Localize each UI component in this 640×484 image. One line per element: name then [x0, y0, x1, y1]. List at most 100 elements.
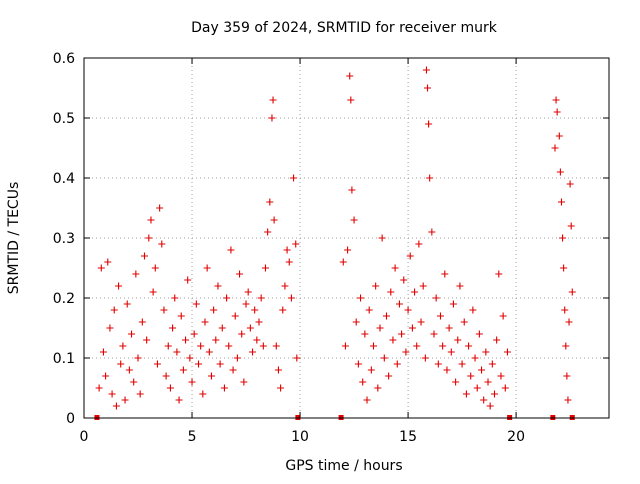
data-point [274, 366, 282, 374]
data-point [551, 144, 559, 152]
data-point [567, 222, 575, 230]
data-point [218, 324, 226, 332]
x-tick-label: 10 [291, 429, 309, 445]
data-point [488, 360, 496, 368]
data-point [175, 396, 183, 404]
chart-title: Day 359 of 2024, SRMTID for receiver mur… [191, 20, 498, 36]
data-point [378, 234, 386, 242]
data-point [160, 306, 168, 314]
data-point [287, 294, 295, 302]
data-point [408, 324, 416, 332]
data-point [153, 360, 161, 368]
data-point [425, 120, 433, 128]
data-point [212, 336, 220, 344]
data-point [478, 366, 486, 374]
data-point [268, 114, 276, 122]
data-point [177, 312, 185, 320]
data-point [238, 330, 246, 338]
data-point [214, 282, 222, 290]
data-point [402, 348, 410, 356]
data-point [374, 384, 382, 392]
data-point [484, 378, 492, 386]
data-point [398, 330, 406, 338]
data-point [277, 384, 285, 392]
data-point [203, 264, 211, 272]
data-point [426, 174, 434, 182]
data-point [564, 396, 572, 404]
x-tick-label: 5 [188, 429, 197, 445]
x-tick-label: 20 [507, 429, 525, 445]
data-point [432, 294, 440, 302]
data-point [391, 264, 399, 272]
data-point [475, 330, 483, 338]
data-point [480, 396, 488, 404]
data-point [344, 246, 352, 254]
data-point [246, 324, 254, 332]
data-point [108, 390, 116, 398]
data-point [117, 360, 125, 368]
data-point [115, 282, 123, 290]
data-point [166, 384, 174, 392]
data-point [264, 228, 272, 236]
data-point [422, 66, 430, 74]
data-point [138, 318, 146, 326]
data-point [97, 264, 105, 272]
data-point [255, 318, 263, 326]
data-point [269, 96, 277, 104]
data-point [156, 204, 164, 212]
data-point [352, 318, 360, 326]
data-point [104, 258, 112, 266]
data-point [341, 342, 349, 350]
data-point [469, 306, 477, 314]
data-point [486, 402, 494, 410]
data-point [454, 336, 462, 344]
data-point [123, 300, 131, 308]
y-tick-label: 0.6 [53, 51, 75, 67]
data-point [395, 300, 403, 308]
data-point [210, 306, 218, 314]
x-axis-ticks: 0 5 10 15 20 [80, 58, 525, 445]
data-point [424, 84, 432, 92]
data-point [419, 282, 427, 290]
data-point [339, 258, 347, 266]
data-point [95, 384, 103, 392]
data-point [293, 354, 301, 362]
data-point [471, 354, 479, 362]
data-point [110, 306, 118, 314]
data-point [199, 390, 207, 398]
y-tick-label: 0.5 [53, 111, 75, 127]
data-point [387, 288, 395, 296]
grid-lines [84, 58, 609, 418]
data-point [367, 366, 375, 374]
data-point [346, 72, 354, 80]
data-point [361, 330, 369, 338]
data-point [112, 402, 120, 410]
data-point [404, 306, 412, 314]
data-point [347, 96, 355, 104]
y-tick-label: 0.3 [53, 231, 75, 247]
x-axis-label: GPS time / hours [285, 458, 402, 474]
data-point [566, 180, 574, 188]
data-point [130, 378, 138, 386]
data-point [460, 318, 468, 326]
data-point [121, 396, 129, 404]
data-point [249, 348, 257, 356]
data-point [205, 348, 213, 356]
data-point [162, 372, 170, 380]
data-point [136, 390, 144, 398]
y-tick-label: 0 [66, 411, 75, 427]
data-point [188, 378, 196, 386]
data-point [467, 372, 475, 380]
data-point [417, 318, 425, 326]
data-point [443, 366, 451, 374]
data-point [439, 342, 447, 350]
data-point [182, 336, 190, 344]
data-point [389, 336, 397, 344]
data-point [201, 318, 209, 326]
data-point [357, 294, 365, 302]
data-point [216, 360, 224, 368]
data-point [132, 270, 140, 278]
data-point [125, 366, 133, 374]
data-point [236, 270, 244, 278]
